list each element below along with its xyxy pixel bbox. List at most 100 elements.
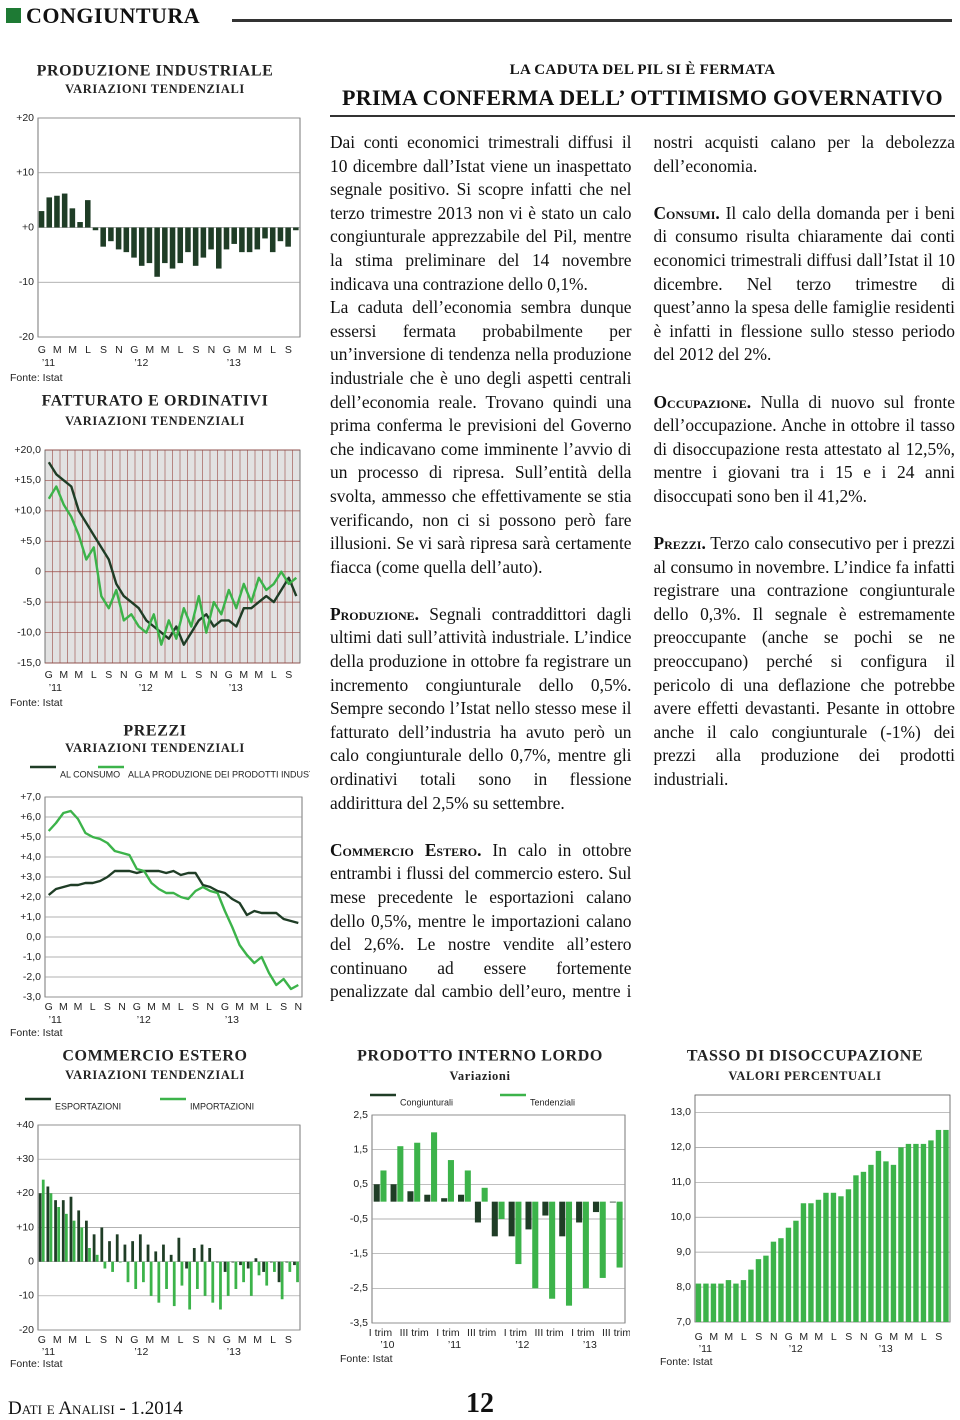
article-body: Dai conti economici trimestrali diffusi …	[330, 131, 955, 1021]
x-tick-label: G	[135, 669, 143, 681]
section-text: Il calo della domanda per i beni di cons…	[653, 202, 956, 365]
x-group-label: ’13	[227, 1346, 241, 1358]
x-tick-label: M	[709, 1331, 718, 1343]
chart: PRODUZIONE INDUSTRIALE VARIAZIONI TENDENZ…	[10, 63, 301, 384]
chart: COMMERCIO ESTERO VARIAZIONI TENDENZIALI +4…	[10, 1048, 301, 1370]
x-tick-label: G	[225, 669, 233, 681]
x-tick-label: M	[889, 1331, 898, 1343]
bar	[559, 1201, 566, 1237]
y-tick-label: +1,0	[20, 911, 41, 923]
bar	[913, 1143, 919, 1322]
section-heading: Commercio Estero.	[330, 839, 482, 860]
bar	[390, 1184, 397, 1202]
section-title: CONGIUNTURA	[26, 3, 201, 28]
bar	[277, 227, 284, 242]
x-tick-label: S	[935, 1331, 942, 1343]
bar	[447, 1160, 454, 1202]
x-tick-label: S	[285, 669, 292, 681]
x-tick-label: G	[38, 1334, 46, 1346]
bar	[192, 227, 199, 266]
x-group-label: ’10	[380, 1339, 394, 1351]
chart-title: TASSO DI DISOCCUPAZIONE	[687, 1048, 923, 1065]
bar	[458, 1194, 465, 1202]
x-tick-label: L	[921, 1331, 927, 1343]
bar	[785, 1227, 792, 1322]
x-tick-label: I trim	[504, 1327, 528, 1339]
bar	[154, 1251, 158, 1262]
x-group-label: ’13	[229, 682, 243, 694]
x-tick-label: S	[280, 1001, 287, 1013]
y-tick-label: 1,5	[353, 1143, 368, 1155]
x-group-label: ’13	[583, 1339, 597, 1351]
bar	[928, 1140, 934, 1322]
bar	[108, 1241, 111, 1262]
bar	[38, 211, 45, 228]
bar	[725, 1280, 732, 1322]
bar	[830, 1192, 837, 1322]
bar	[138, 227, 145, 266]
x-tick-label: L	[178, 344, 184, 356]
y-tick-label: +4,0	[20, 851, 41, 863]
bar	[88, 1248, 91, 1262]
bar	[269, 227, 276, 253]
x-tick-label: L	[266, 1001, 272, 1013]
chart-source: Fonte: Istat	[10, 372, 63, 384]
bar	[200, 227, 207, 258]
x-tick-label: G	[45, 1001, 53, 1013]
bar	[542, 1201, 549, 1216]
bar	[185, 1261, 188, 1269]
x-tick-label: L	[85, 344, 91, 356]
bar	[131, 227, 137, 258]
chart-subtitle: Variazioni	[449, 1069, 510, 1083]
bar	[231, 227, 237, 244]
y-tick-label: 9,0	[676, 1246, 691, 1258]
bar	[208, 1248, 212, 1262]
x-tick-label: L	[91, 669, 97, 681]
bar	[257, 1261, 261, 1276]
x-group-label: ’12	[134, 357, 148, 369]
section-heading: Produzione.	[330, 603, 419, 624]
bar	[695, 1283, 702, 1322]
x-tick-label: S	[845, 1331, 852, 1343]
x-tick-label: G	[785, 1331, 793, 1343]
y-tick-label: -2,5	[350, 1282, 368, 1294]
x-tick-label: S	[105, 669, 112, 681]
bar	[935, 1129, 942, 1322]
y-tick-label: 12,0	[671, 1141, 692, 1153]
bar	[169, 227, 176, 269]
chart-subtitle: VARIAZIONI TENDENZIALI	[65, 741, 245, 755]
bar	[154, 227, 160, 277]
y-tick-label: 7,0	[676, 1316, 691, 1328]
bar	[293, 227, 299, 231]
bar	[815, 1199, 822, 1322]
article-kicker: LA CADUTA DEL PIL SI È FERMATA	[509, 62, 776, 78]
chart: FATTURATO E ORDINATIVI VARIAZIONI TENDENZ…	[10, 393, 301, 709]
x-tick-label: III trim	[535, 1327, 564, 1339]
bar	[277, 1261, 281, 1283]
x-tick-label: M	[235, 1001, 244, 1013]
section-text: Segnali contraddittori dagli ultimi dati…	[330, 603, 632, 813]
bar	[138, 1234, 142, 1262]
y-tick-label: -1,0	[23, 951, 41, 963]
bar	[823, 1192, 829, 1322]
y-tick-label: 0	[35, 565, 41, 577]
bar	[216, 227, 222, 269]
x-group-label: ’12	[134, 1346, 148, 1358]
x-tick-label: M	[904, 1331, 913, 1343]
bar	[254, 1258, 258, 1262]
y-tick-label: +10,0	[14, 505, 41, 517]
bar	[733, 1283, 739, 1322]
x-group-label: ’12	[789, 1343, 803, 1355]
x-group-label: ’12	[137, 1014, 151, 1026]
x-tick-label: N	[295, 1001, 303, 1013]
x-tick-label: M	[53, 1334, 62, 1346]
y-tick-label: +20,0	[14, 444, 41, 456]
bar	[111, 1261, 114, 1272]
x-group-label: ’12	[139, 682, 153, 694]
bar	[293, 1261, 296, 1266]
bar	[249, 1261, 253, 1296]
chart-source: Fonte: Istat	[10, 1027, 63, 1039]
section-text: Nulla di nuovo sul fronte dell’occupazio…	[653, 391, 956, 506]
bar	[216, 1261, 219, 1263]
bar	[808, 1203, 814, 1322]
